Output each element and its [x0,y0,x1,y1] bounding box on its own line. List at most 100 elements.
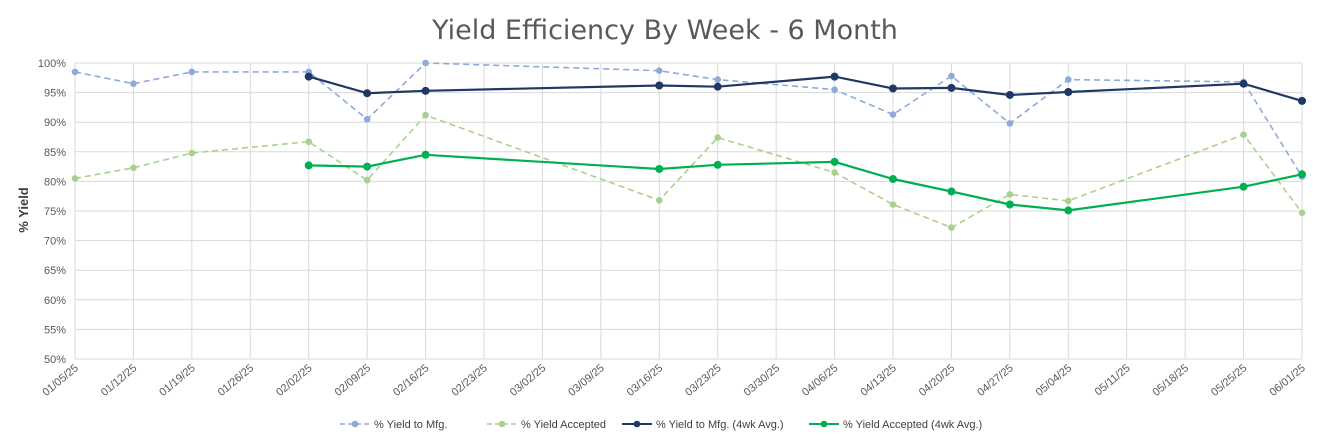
data-point [422,59,429,67]
data-point [421,86,430,95]
x-tick-label: 01/05/25 [40,362,81,399]
y-tick-label: 95% [44,88,66,100]
y-tick-label: 70% [44,236,66,248]
data-point [1298,170,1306,179]
data-point [1240,131,1247,138]
x-tick-label: 03/23/25 [683,362,724,399]
x-tick-label: 05/25/25 [1209,362,1250,399]
series-line-2 [308,75,1303,102]
x-tick-label: 04/06/25 [800,362,841,399]
y-tick-label: 55% [44,324,66,336]
data-point [1005,90,1014,99]
data-point [1239,182,1248,191]
data-point [831,86,838,93]
x-tick-label: 03/02/25 [508,362,549,399]
data-point [713,160,722,169]
data-point [130,164,137,172]
data-point [889,111,897,118]
data-point [1005,200,1014,209]
legend-marker-3 [820,420,828,428]
x-tick-label: 03/16/25 [625,362,666,399]
data-point [947,83,956,92]
y-axis-label: % Yield [16,187,31,233]
data-point [305,138,313,146]
series-group [71,59,1306,231]
legend-marker-2 [633,420,641,428]
data-point [363,115,371,123]
x-tick-label: 02/16/25 [391,362,432,399]
y-tick-label: 100% [38,58,66,70]
data-point [889,175,897,184]
x-tick-label: 06/01/25 [1267,362,1308,399]
series-line-3 [308,153,1303,212]
data-point [130,80,137,88]
data-point [889,84,897,93]
data-point [71,68,79,76]
gridlines [74,62,1303,360]
data-point [714,134,722,141]
data-point [948,72,955,80]
x-tick-label: 03/09/25 [566,362,607,399]
data-point [714,76,722,83]
x-tick-label: 05/04/25 [1034,362,1075,399]
x-tick-label: 02/09/25 [333,362,374,399]
data-point [1239,79,1248,88]
x-tick-label: 04/20/25 [917,362,958,399]
data-point [947,187,956,196]
x-tick-label: 05/18/25 [1151,362,1192,399]
data-point [1298,209,1306,217]
x-tick-label: 04/13/25 [858,362,899,399]
data-point [304,72,313,81]
data-point [1006,120,1014,127]
data-point [655,164,664,173]
data-point [655,67,663,74]
data-point [188,68,196,76]
y-tick-label: 65% [44,265,66,277]
data-point [1298,96,1306,105]
data-point [1064,206,1073,215]
x-tick-label: 02/02/25 [274,362,315,399]
legend: % Yield to Mfg. % Yield Accepted % Yield t… [340,419,982,431]
data-point [363,89,372,98]
data-point [422,111,429,119]
data-point [831,169,838,176]
data-point [363,176,371,184]
x-tick-label: 01/26/25 [216,362,257,399]
legend-label-3: % Yield Accepted (4wk Avg.) [843,419,982,431]
data-point [889,201,897,208]
series-line-0 [74,62,1303,178]
x-tick-label: 02/23/25 [449,362,490,399]
data-point [655,81,664,90]
y-tick-labels: 50% 55% 60% 65% 70% 75% 80% 85% 90% 95% 100% [38,58,66,366]
legend-marker-1 [498,420,506,428]
x-tick-labels: 01/05/25 01/12/25 01/19/25 01/26/25 02/02/25… [40,362,1308,399]
data-point [363,162,372,171]
y-tick-label: 85% [44,147,66,159]
x-tick-label: 01/19/25 [157,362,198,399]
y-tick-label: 80% [44,176,66,188]
data-point [948,224,955,231]
legend-label-0: % Yield to Mfg. [374,419,447,431]
data-point [655,197,663,204]
data-point [421,150,430,159]
chart-title: Yield Efficiency By Week - 6 Month [431,15,898,46]
y-tick-label: 75% [44,206,66,218]
data-point [188,149,196,157]
x-tick-label: 05/11/25 [1093,362,1133,398]
data-point [1006,191,1014,198]
y-tick-label: 60% [44,295,66,307]
x-tick-label: 04/27/25 [975,362,1016,399]
x-tick-label: 03/30/25 [742,362,783,399]
data-point [1064,197,1072,205]
legend-label-2: % Yield to Mfg. (4wk Avg.) [656,419,784,431]
data-point [830,157,839,166]
data-point [830,72,839,81]
y-tick-label: 50% [44,354,66,366]
data-point [304,161,313,170]
legend-marker-0 [351,420,359,428]
data-point [713,82,722,91]
y-tick-label: 90% [44,117,66,129]
x-tick-label: 01/12/25 [99,362,140,399]
data-point [71,175,79,182]
